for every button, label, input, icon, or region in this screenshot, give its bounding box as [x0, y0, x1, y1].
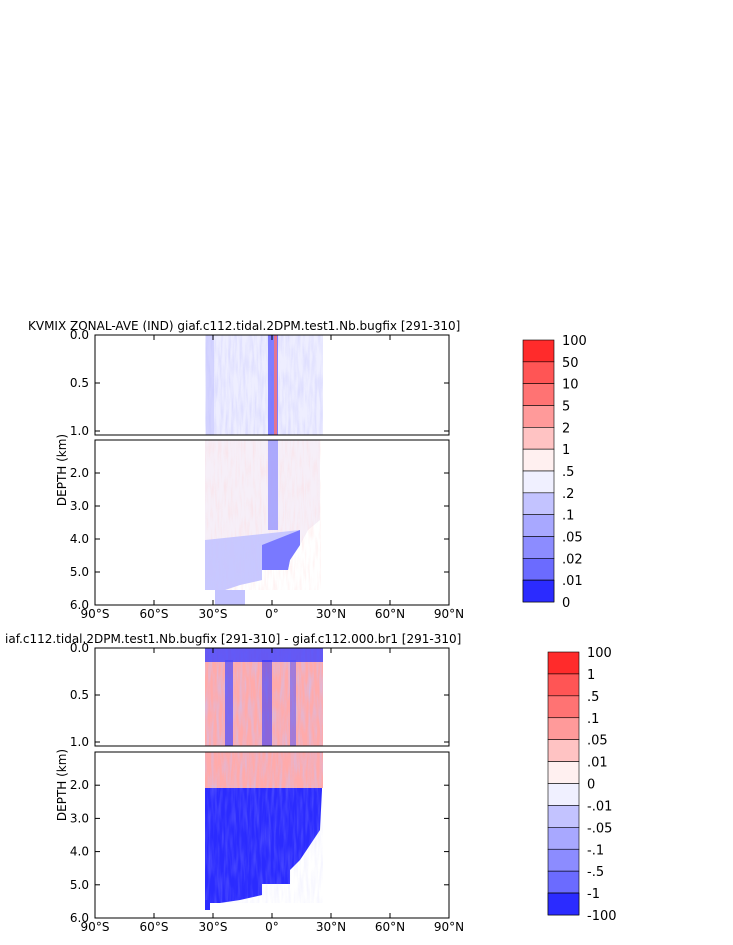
x-tick-label: 60°S [140, 607, 169, 621]
colorbar-swatch [522, 383, 555, 406]
colorbar-swatch [522, 579, 555, 603]
colorbar-label: 0 [587, 778, 595, 793]
panel-1: KVMIX ZONAL-AVE (IND) giaf.c112.tidal.2D… [28, 319, 587, 621]
colorbar-swatch [547, 827, 580, 850]
y-tick-label: 5.0 [70, 878, 89, 892]
colorbar-label: -1 [587, 887, 600, 902]
panel-1-ylabel: DEPTH (km) [55, 434, 69, 506]
colorbar-swatch [547, 695, 580, 719]
y-tick-label: 0.5 [70, 376, 89, 390]
panel-2-y-ticks: 0.0 0.5 1.0 2.0 3.0 4.0 5.0 6.0 [70, 641, 449, 925]
colorbar-swatch [547, 783, 580, 806]
x-tick-label: 0° [265, 920, 279, 934]
y-tick-label: 4.0 [70, 845, 89, 859]
colorbar-label: 0 [562, 596, 570, 611]
colorbar-label: 1 [562, 443, 570, 458]
x-tick-label: 30°N [316, 607, 346, 621]
y-tick-label: 4.0 [70, 532, 89, 546]
colorbar-label: 2 [562, 421, 570, 436]
colorbar-label: -.05 [587, 821, 612, 836]
colorbar-swatch [522, 536, 555, 559]
colorbar-label: -.01 [587, 799, 612, 814]
colorbar-swatch [547, 739, 580, 762]
panel-2-x-ticks: 90°S 60°S 30°S 0° 30°N 60°N 90°N [81, 648, 464, 934]
colorbar-swatch [547, 761, 580, 784]
colorbar-swatch [547, 651, 580, 675]
x-tick-label: 90°N [434, 607, 464, 621]
colorbar-label: .2 [562, 487, 574, 502]
x-tick-label: 60°N [375, 920, 405, 934]
x-tick-label: 0° [265, 607, 279, 621]
colorbar-label: .1 [562, 509, 574, 524]
panel-1-title: KVMIX ZONAL-AVE (IND) giaf.c112.tidal.2D… [28, 319, 460, 333]
panel-2-ylabel: DEPTH (km) [55, 749, 69, 821]
y-tick-label: 6.0 [70, 911, 89, 925]
y-tick-label: 6.0 [70, 598, 89, 612]
y-tick-label: 0.0 [70, 328, 89, 342]
panel-1-x-ticks: 90°S 60°S 30°S 0° 30°N 60°N 90°N [81, 335, 464, 621]
colorbar-label: -.1 [587, 843, 604, 858]
colorbar-label: 100 [562, 334, 587, 349]
y-tick-label: 1.0 [70, 424, 89, 438]
x-tick-label: 60°N [375, 607, 405, 621]
colorbar-label: .5 [587, 690, 599, 705]
panel-1-y-ticks: 0.0 0.5 1.0 2.0 3.0 4.0 5.0 6.0 [70, 328, 449, 612]
colorbar-label: .01 [587, 756, 608, 771]
colorbar-swatch [547, 848, 580, 872]
y-tick-label: 0.5 [70, 688, 89, 702]
colorbar-label: .02 [562, 552, 583, 567]
y-tick-label: 2.0 [70, 778, 89, 792]
y-tick-label: 1.0 [70, 735, 89, 749]
x-tick-label: 60°S [140, 920, 169, 934]
colorbar-label: .5 [562, 465, 574, 480]
colorbar-label: -.5 [587, 865, 604, 880]
colorbar-swatch [522, 514, 555, 537]
colorbar-label: .1 [587, 712, 599, 727]
colorbar-label: .05 [562, 531, 583, 546]
y-tick-label: 2.0 [70, 466, 89, 480]
y-tick-label: 3.0 [70, 499, 89, 513]
y-tick-label: 3.0 [70, 811, 89, 825]
panel-1-colorbar: 100 50 10 5 2 1 .5 .2 .1 .05 .02 .01 0 [522, 334, 587, 611]
colorbar-swatch [547, 805, 580, 828]
panel-2: iaf.c112.tidal.2DPM.test1.Nb.bugfix [291… [5, 632, 617, 934]
colorbar-swatch [522, 448, 555, 472]
x-tick-label: 90°N [434, 920, 464, 934]
colorbar-swatch [547, 870, 580, 894]
colorbar-swatch [522, 427, 555, 450]
panel-1-lower-field [205, 440, 321, 605]
x-tick-label: 30°S [199, 607, 228, 621]
colorbar-swatch [522, 558, 555, 581]
y-tick-label: 0.0 [70, 641, 89, 655]
colorbar-label: 100 [587, 646, 612, 661]
colorbar-label: 50 [562, 356, 579, 371]
panel-2-lower-field [205, 752, 323, 910]
colorbar-swatch [547, 673, 580, 697]
x-tick-label: 30°N [316, 920, 346, 934]
colorbar-swatch [547, 892, 580, 916]
x-tick-label: 90°S [81, 920, 110, 934]
panel-2-colorbar: 100 1 .5 .1 .05 .01 0 -.01 -.05 -.1 -.5 -1 -100 [547, 646, 617, 924]
colorbar-swatch [522, 470, 555, 494]
x-tick-label: 90°S [81, 607, 110, 621]
y-tick-label: 5.0 [70, 565, 89, 579]
colorbar-swatch [547, 717, 580, 740]
colorbar-label: 5 [562, 400, 570, 415]
colorbar-swatch [522, 405, 555, 428]
colorbar-label: 10 [562, 378, 579, 393]
colorbar-label: -100 [587, 909, 617, 924]
panel-2-title: iaf.c112.tidal.2DPM.test1.Nb.bugfix [291… [5, 632, 461, 646]
panel-2-upper-field [205, 648, 323, 746]
colorbar-label: 1 [587, 668, 595, 683]
colorbar-swatch [522, 339, 555, 363]
x-tick-label: 30°S [199, 920, 228, 934]
colorbar-swatch [522, 361, 555, 384]
panel-1-upper-field [205, 335, 323, 435]
colorbar-swatch [522, 492, 555, 515]
colorbar-label: .05 [587, 734, 608, 749]
colorbar-label: .01 [562, 574, 583, 589]
